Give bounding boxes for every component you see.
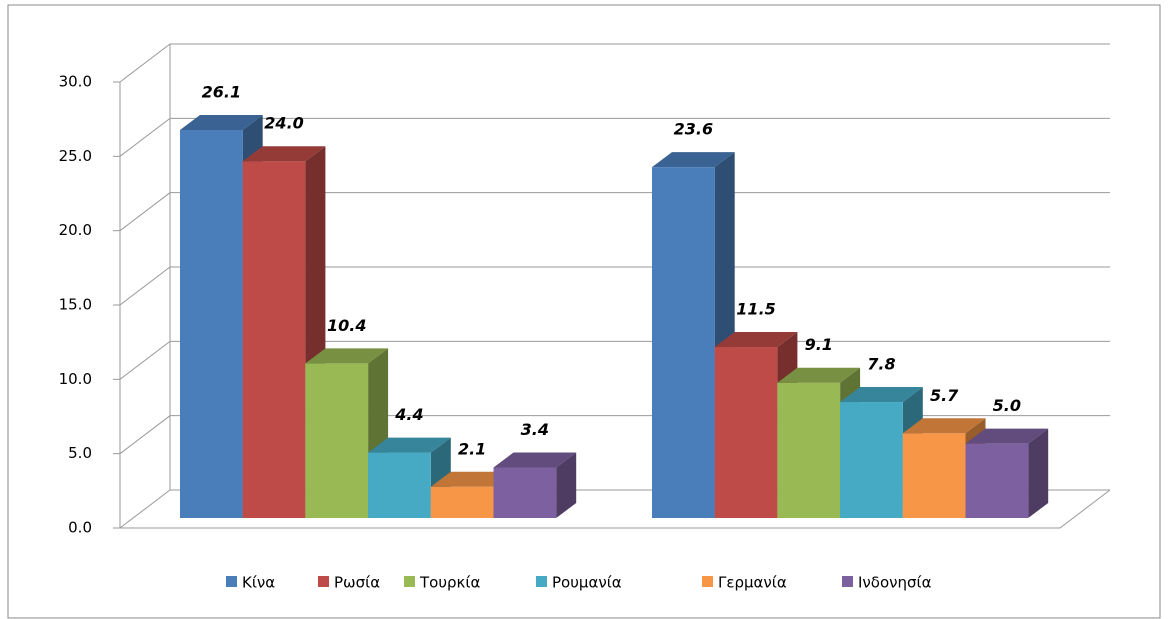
y-tick-label: 30.0 <box>59 73 92 91</box>
bar-top <box>652 152 735 168</box>
legend-swatch <box>842 576 853 587</box>
value-label: 5.0 <box>993 396 1021 415</box>
bar-side <box>556 452 577 518</box>
grid-line <box>119 192 1110 232</box>
bar <box>965 443 1029 518</box>
grid-line <box>119 117 1110 157</box>
y-tick-label: 10.0 <box>59 370 92 388</box>
bar-top <box>305 348 389 364</box>
y-tick-label: 5.0 <box>68 444 92 462</box>
value-label: 7.8 <box>867 355 895 374</box>
bar-top <box>777 367 861 383</box>
bar-side <box>1028 428 1049 518</box>
legend-label: Ινδονησία <box>858 574 932 592</box>
bar-top <box>368 437 451 453</box>
legend-swatch <box>404 576 415 587</box>
grid-line <box>119 266 1110 306</box>
bar-top <box>840 387 923 403</box>
bar <box>305 363 369 518</box>
legend-label: Κίνα <box>242 574 275 592</box>
legend-label: Ρουμανία <box>552 574 622 592</box>
bar-top <box>430 471 514 487</box>
bar <box>493 467 557 518</box>
value-label: 11.5 <box>736 300 775 319</box>
bar <box>242 161 306 518</box>
bar <box>368 452 431 518</box>
bar <box>840 402 903 518</box>
bar <box>430 486 494 518</box>
bar-top <box>714 332 798 348</box>
legend-label: Γερμανία <box>718 574 787 592</box>
bar-top <box>902 418 986 434</box>
bar-top <box>180 114 263 130</box>
value-label: 24.0 <box>264 114 303 133</box>
value-label: 2.1 <box>458 439 486 458</box>
legend-swatch <box>702 576 713 587</box>
value-label: 4.4 <box>394 405 423 424</box>
y-tick-label: 15.0 <box>59 296 92 314</box>
value-label: 5.7 <box>930 386 959 405</box>
grid-line <box>119 43 1110 83</box>
value-label: 10.4 <box>327 316 366 335</box>
legend-swatch <box>536 576 547 587</box>
bar-top <box>965 428 1049 444</box>
y-tick-label: 0.0 <box>68 519 92 537</box>
bar <box>180 129 243 519</box>
bar-top <box>242 146 326 162</box>
legend-label: Τουρκία <box>419 574 480 592</box>
value-label: 9.1 <box>805 335 833 354</box>
legend-label: Ρωσία <box>334 574 380 592</box>
value-label: 3.4 <box>521 420 549 439</box>
bar <box>652 167 715 518</box>
bar <box>714 347 778 518</box>
bar-top <box>493 452 577 468</box>
floor-edge <box>120 489 1111 529</box>
legend-swatch <box>318 576 329 587</box>
legend-swatch <box>226 576 237 587</box>
y-tick-label: 25.0 <box>59 147 92 165</box>
y-tick-label: 20.0 <box>59 221 92 239</box>
value-label: 23.6 <box>674 120 713 139</box>
value-label: 26.1 <box>202 82 241 101</box>
bar <box>902 433 966 518</box>
bar <box>777 382 841 518</box>
